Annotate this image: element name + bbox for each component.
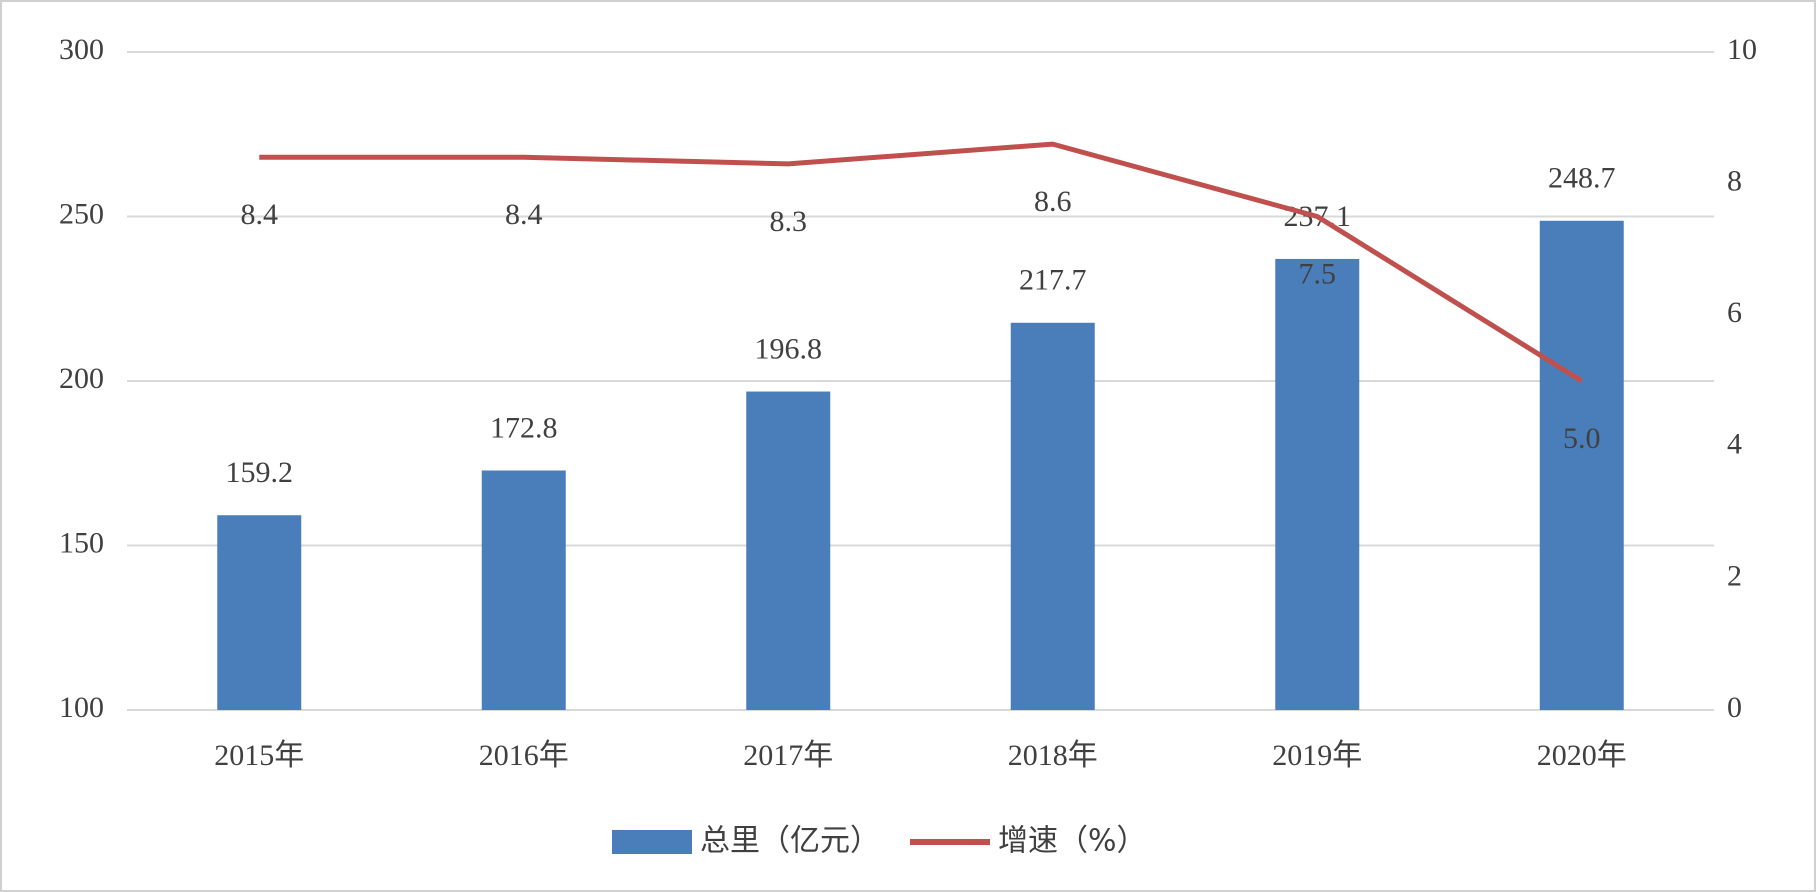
bar bbox=[1275, 258, 1360, 710]
bar-value-label: 159.2 bbox=[226, 456, 294, 489]
line-value-label: 7.5 bbox=[1299, 257, 1337, 290]
y-tick-label: 250 bbox=[59, 197, 104, 230]
y2-tick-label: 0 bbox=[1727, 691, 1742, 724]
x-tick-label: 2015年 bbox=[214, 739, 304, 772]
bar bbox=[746, 391, 831, 710]
bar-value-label: 172.8 bbox=[490, 411, 558, 444]
y-tick-label: 200 bbox=[59, 362, 104, 395]
y2-tick-label: 8 bbox=[1727, 164, 1742, 197]
bar-value-label: 217.7 bbox=[1019, 264, 1087, 297]
bar-value-label: 196.8 bbox=[755, 332, 823, 365]
y2-tick-label: 4 bbox=[1727, 428, 1742, 461]
bar-value-label: 248.7 bbox=[1548, 162, 1616, 195]
bar bbox=[1539, 220, 1624, 711]
bar bbox=[481, 470, 566, 710]
x-tick-label: 2016年 bbox=[479, 739, 569, 772]
x-tick-label: 2019年 bbox=[1272, 739, 1362, 772]
legend-swatch bbox=[612, 830, 692, 854]
y2-tick-label: 10 bbox=[1727, 33, 1757, 66]
line-value-label: 8.4 bbox=[505, 198, 543, 231]
x-tick-label: 2018年 bbox=[1008, 739, 1098, 772]
y-tick-label: 300 bbox=[59, 33, 104, 66]
line-value-label: 8.3 bbox=[770, 205, 808, 238]
bar bbox=[217, 515, 302, 710]
legend-label: 增速（%） bbox=[998, 824, 1147, 859]
y2-tick-label: 6 bbox=[1727, 296, 1742, 329]
x-tick-label: 2017年 bbox=[743, 739, 833, 772]
bar bbox=[1010, 322, 1095, 710]
line-value-label: 8.4 bbox=[241, 198, 279, 231]
y2-tick-label: 2 bbox=[1727, 559, 1742, 592]
line-value-label: 8.6 bbox=[1034, 185, 1072, 218]
y-tick-label: 100 bbox=[59, 691, 104, 724]
legend-label: 总里（亿元） bbox=[700, 824, 880, 859]
y-tick-label: 150 bbox=[59, 526, 104, 559]
line-value-label: 5.0 bbox=[1563, 422, 1601, 455]
line-series bbox=[259, 141, 1584, 384]
x-tick-label: 2020年 bbox=[1537, 739, 1627, 772]
